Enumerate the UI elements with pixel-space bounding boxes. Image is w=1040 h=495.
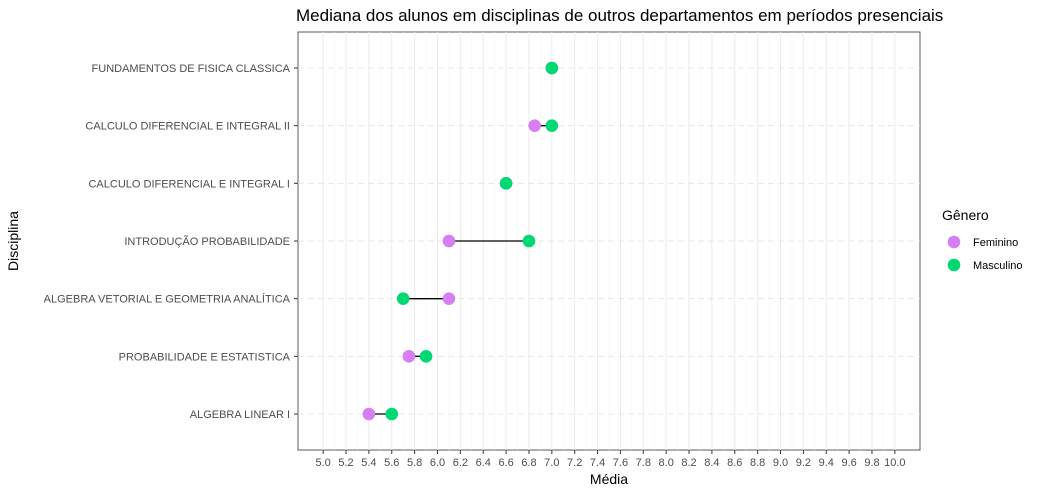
point-masculino	[419, 350, 433, 363]
legend-label: Feminino	[973, 237, 1018, 249]
point-feminino	[362, 407, 376, 421]
point-feminino	[402, 350, 416, 363]
legend-title: Gênero	[942, 207, 989, 223]
legend-key-feminino	[947, 235, 961, 249]
y-tick-label: ALGEBRA VETORIAL E GEOMETRIA ANALÍTICA	[44, 293, 291, 306]
x-tick-label: 9.0	[773, 457, 788, 469]
x-axis: 5.0 5.2 5.4 5.6 5.8 6.0 6.2 6.4 6.6 6.8 7.0 7.2 7.4 7…	[316, 450, 906, 469]
point-masculino	[522, 234, 536, 248]
point-feminino	[442, 292, 456, 305]
y-tick-label: INTRODUÇÃO PROBABILIDADE	[124, 235, 290, 248]
data-points	[362, 61, 559, 421]
grid-lines	[298, 32, 920, 450]
y-tick-label: FUNDAMENTOS DE FISICA CLASSICA	[92, 63, 291, 75]
y-axis: FUNDAMENTOS DE FISICA CLASSICA CALCULO DI…	[44, 63, 298, 421]
y-axis-title: Disciplina	[5, 211, 21, 271]
point-feminino	[442, 234, 456, 248]
x-tick-label: 9.6	[841, 457, 856, 469]
x-tick-label: 7.4	[590, 457, 605, 469]
point-masculino	[545, 61, 559, 75]
x-tick-label: 5.6	[384, 457, 399, 469]
x-tick-label: 8.2	[681, 457, 696, 469]
x-tick-label: 6.2	[453, 457, 468, 469]
point-masculino	[499, 177, 513, 190]
x-tick-label: 5.4	[361, 457, 376, 469]
x-tick-label: 5.0	[316, 457, 331, 469]
x-tick-label: 6.6	[498, 457, 513, 469]
y-tick-label: CALCULO DIFERENCIAL E INTEGRAL II	[85, 121, 290, 133]
x-tick-label: 7.0	[544, 457, 559, 469]
x-axis-title: Média	[590, 471, 628, 487]
x-tick-label: 5.2	[338, 457, 353, 469]
x-tick-label: 6.0	[430, 457, 445, 469]
x-tick-label: 8.6	[727, 457, 742, 469]
x-tick-label: 9.2	[796, 457, 811, 469]
point-masculino	[396, 292, 410, 305]
x-tick-label: 8.4	[704, 457, 719, 469]
y-tick-label: PROBABILIDADE E ESTATISTICA	[119, 351, 291, 363]
y-tick-label: CALCULO DIFERENCIAL E INTEGRAL I	[88, 178, 290, 190]
y-tick-label: ALGEBRA LINEAR I	[190, 409, 290, 421]
x-tick-label: 8.0	[659, 457, 674, 469]
x-tick-label: 9.8	[864, 457, 879, 469]
x-tick-label: 5.8	[407, 457, 422, 469]
x-tick-label: 9.4	[819, 457, 834, 469]
x-tick-label: 6.8	[521, 457, 536, 469]
legend-label: Masculino	[973, 260, 1023, 272]
x-tick-label: 7.8	[636, 457, 651, 469]
x-tick-label: 10.0	[884, 457, 905, 469]
point-feminino	[528, 119, 541, 132]
legend: Gênero Feminino Masculino	[942, 207, 1023, 272]
legend-key-masculino	[947, 258, 961, 272]
point-masculino	[385, 407, 399, 421]
x-tick-label: 8.8	[750, 457, 765, 469]
point-masculino	[545, 119, 559, 132]
x-tick-label: 7.6	[613, 457, 628, 469]
x-tick-label: 7.2	[567, 457, 582, 469]
x-tick-label: 6.4	[476, 457, 491, 469]
chart-title: Mediana dos alunos em disciplinas de out…	[296, 6, 943, 25]
